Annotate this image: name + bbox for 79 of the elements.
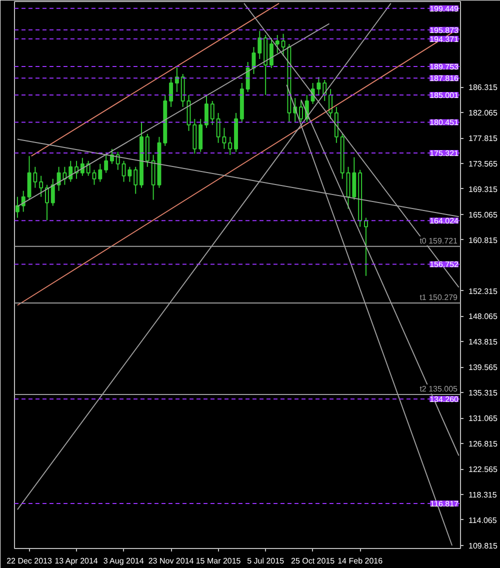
y-tick-label: 169.315 — [468, 184, 498, 194]
candlestick — [258, 30, 262, 60]
candlestick — [116, 151, 120, 170]
ref-line-label: 187.816 — [430, 74, 460, 84]
y-tick-label: 143.815 — [468, 338, 498, 347]
x-tick-label: 22 Dec 2013 — [6, 556, 53, 566]
y-tick-label: 122.565 — [468, 465, 498, 474]
candlestick — [364, 217, 368, 276]
candlestick — [80, 157, 84, 176]
ref-line-label: t1 150.279 — [420, 292, 458, 302]
candlestick — [174, 66, 179, 92]
candlestick — [216, 112, 220, 144]
candlestick — [246, 62, 250, 92]
y-tick-label: 160.815 — [468, 236, 498, 245]
candlestick — [328, 88, 333, 120]
candlestick — [180, 73, 185, 108]
candlestick — [39, 175, 44, 198]
y-tick-label: 152.315 — [468, 286, 498, 296]
candlestick — [204, 96, 208, 128]
ref-line-label: 156.752 — [430, 260, 460, 270]
candlestick — [86, 160, 90, 176]
candlestick — [192, 118, 197, 154]
candlestick — [104, 154, 108, 174]
candlestick — [27, 156, 32, 200]
candlestick — [145, 133, 150, 168]
candlestick — [228, 136, 232, 156]
candlestick — [68, 160, 73, 182]
y-tick-label: 139.565 — [468, 363, 498, 372]
ref-line-label: t0 159.721 — [420, 236, 458, 246]
candlestick — [269, 38, 274, 69]
x-tick-label: 25 Oct 2015 — [291, 556, 336, 566]
candlestick — [198, 118, 203, 152]
ref-line-label: 134.260 — [430, 394, 460, 404]
y-tick-label: 165.065 — [468, 210, 498, 220]
candlestick — [222, 127, 226, 150]
y-tick-label: 148.065 — [468, 312, 498, 322]
x-tick-label: 13 Apr 2014 — [54, 556, 98, 566]
ref-line-label: 116.817 — [430, 499, 460, 508]
ref-line-label: 175.321 — [430, 148, 460, 158]
x-tick-label: 15 Mar 2015 — [196, 556, 242, 566]
candlestick — [98, 163, 102, 182]
candlestick — [316, 76, 321, 96]
y-tick-label: 118.315 — [468, 490, 498, 500]
ref-line-label: 189.753 — [430, 62, 460, 72]
candlestick — [334, 106, 338, 144]
candlestick — [134, 166, 138, 194]
y-tick-label: 173.565 — [468, 159, 498, 168]
candlestick — [210, 100, 214, 126]
y-tick-label: 114.065 — [468, 516, 498, 525]
y-tick-label: 126.815 — [468, 440, 498, 449]
ref-line-label: 199.449 — [430, 4, 460, 14]
y-tick-label: 109.815 — [468, 541, 498, 550]
candlestick — [299, 100, 303, 122]
ref-line-label: 185.001 — [430, 90, 460, 100]
y-tick-label: 135.315 — [468, 388, 498, 398]
candlestick — [50, 178, 55, 206]
candlestick — [33, 166, 38, 188]
candlestick — [151, 154, 156, 200]
x-tick-label: 14 Feb 2016 — [338, 556, 384, 566]
y-tick-label: 131.065 — [468, 414, 498, 424]
ref-line-label: 194.371 — [430, 34, 460, 44]
x-tick-label: 5 Jul 2015 — [247, 556, 285, 566]
candlestick — [21, 190, 26, 212]
ref-line-label: 164.024 — [430, 216, 460, 226]
candlestick — [275, 34, 280, 54]
candlestick — [92, 169, 96, 186]
candlestick — [169, 76, 174, 108]
candlestick — [281, 33, 286, 57]
y-tick-label: 182.065 — [468, 108, 498, 118]
ref-line-label: t2 135.005 — [420, 384, 458, 394]
candlestick — [352, 156, 356, 200]
x-tick-label: 3 Aug 2014 — [103, 556, 144, 566]
y-tick-label: 177.815 — [468, 134, 498, 144]
ref-line-label: 195.873 — [430, 26, 460, 35]
candlestick — [15, 196, 20, 218]
ref-line-label: 180.451 — [430, 118, 460, 128]
y-tick-label: 186.315 — [468, 83, 498, 92]
candlestick — [45, 184, 49, 221]
x-tick-label: 23 Nov 2014 — [148, 556, 194, 566]
